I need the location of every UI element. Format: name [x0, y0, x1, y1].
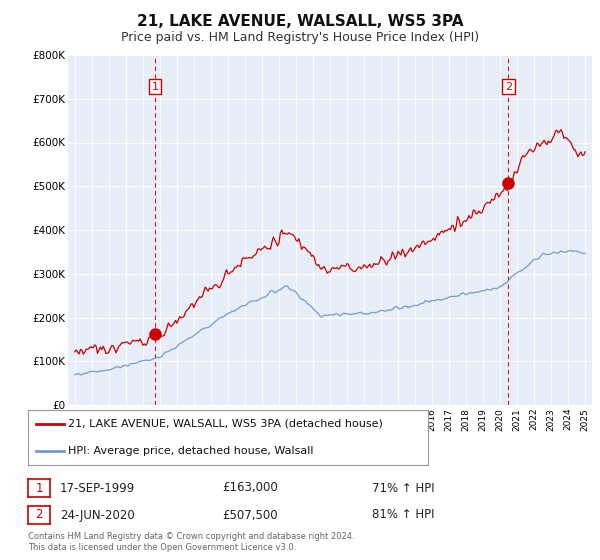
Text: 21, LAKE AVENUE, WALSALL, WS5 3PA: 21, LAKE AVENUE, WALSALL, WS5 3PA	[137, 14, 463, 29]
Text: 71% ↑ HPI: 71% ↑ HPI	[372, 482, 434, 494]
Text: HPI: Average price, detached house, Walsall: HPI: Average price, detached house, Wals…	[68, 446, 314, 456]
Text: 81% ↑ HPI: 81% ↑ HPI	[372, 508, 434, 521]
Text: 1: 1	[152, 82, 158, 91]
Text: 2: 2	[35, 508, 43, 521]
Text: Contains HM Land Registry data © Crown copyright and database right 2024.
This d: Contains HM Land Registry data © Crown c…	[28, 531, 355, 552]
Text: 17-SEP-1999: 17-SEP-1999	[60, 482, 135, 494]
Text: 2: 2	[505, 82, 512, 91]
Text: 24-JUN-2020: 24-JUN-2020	[60, 508, 135, 521]
Text: 1: 1	[35, 482, 43, 494]
Text: Price paid vs. HM Land Registry's House Price Index (HPI): Price paid vs. HM Land Registry's House …	[121, 31, 479, 44]
Text: £507,500: £507,500	[222, 508, 278, 521]
Text: £163,000: £163,000	[222, 482, 278, 494]
Text: 21, LAKE AVENUE, WALSALL, WS5 3PA (detached house): 21, LAKE AVENUE, WALSALL, WS5 3PA (detac…	[68, 419, 383, 429]
